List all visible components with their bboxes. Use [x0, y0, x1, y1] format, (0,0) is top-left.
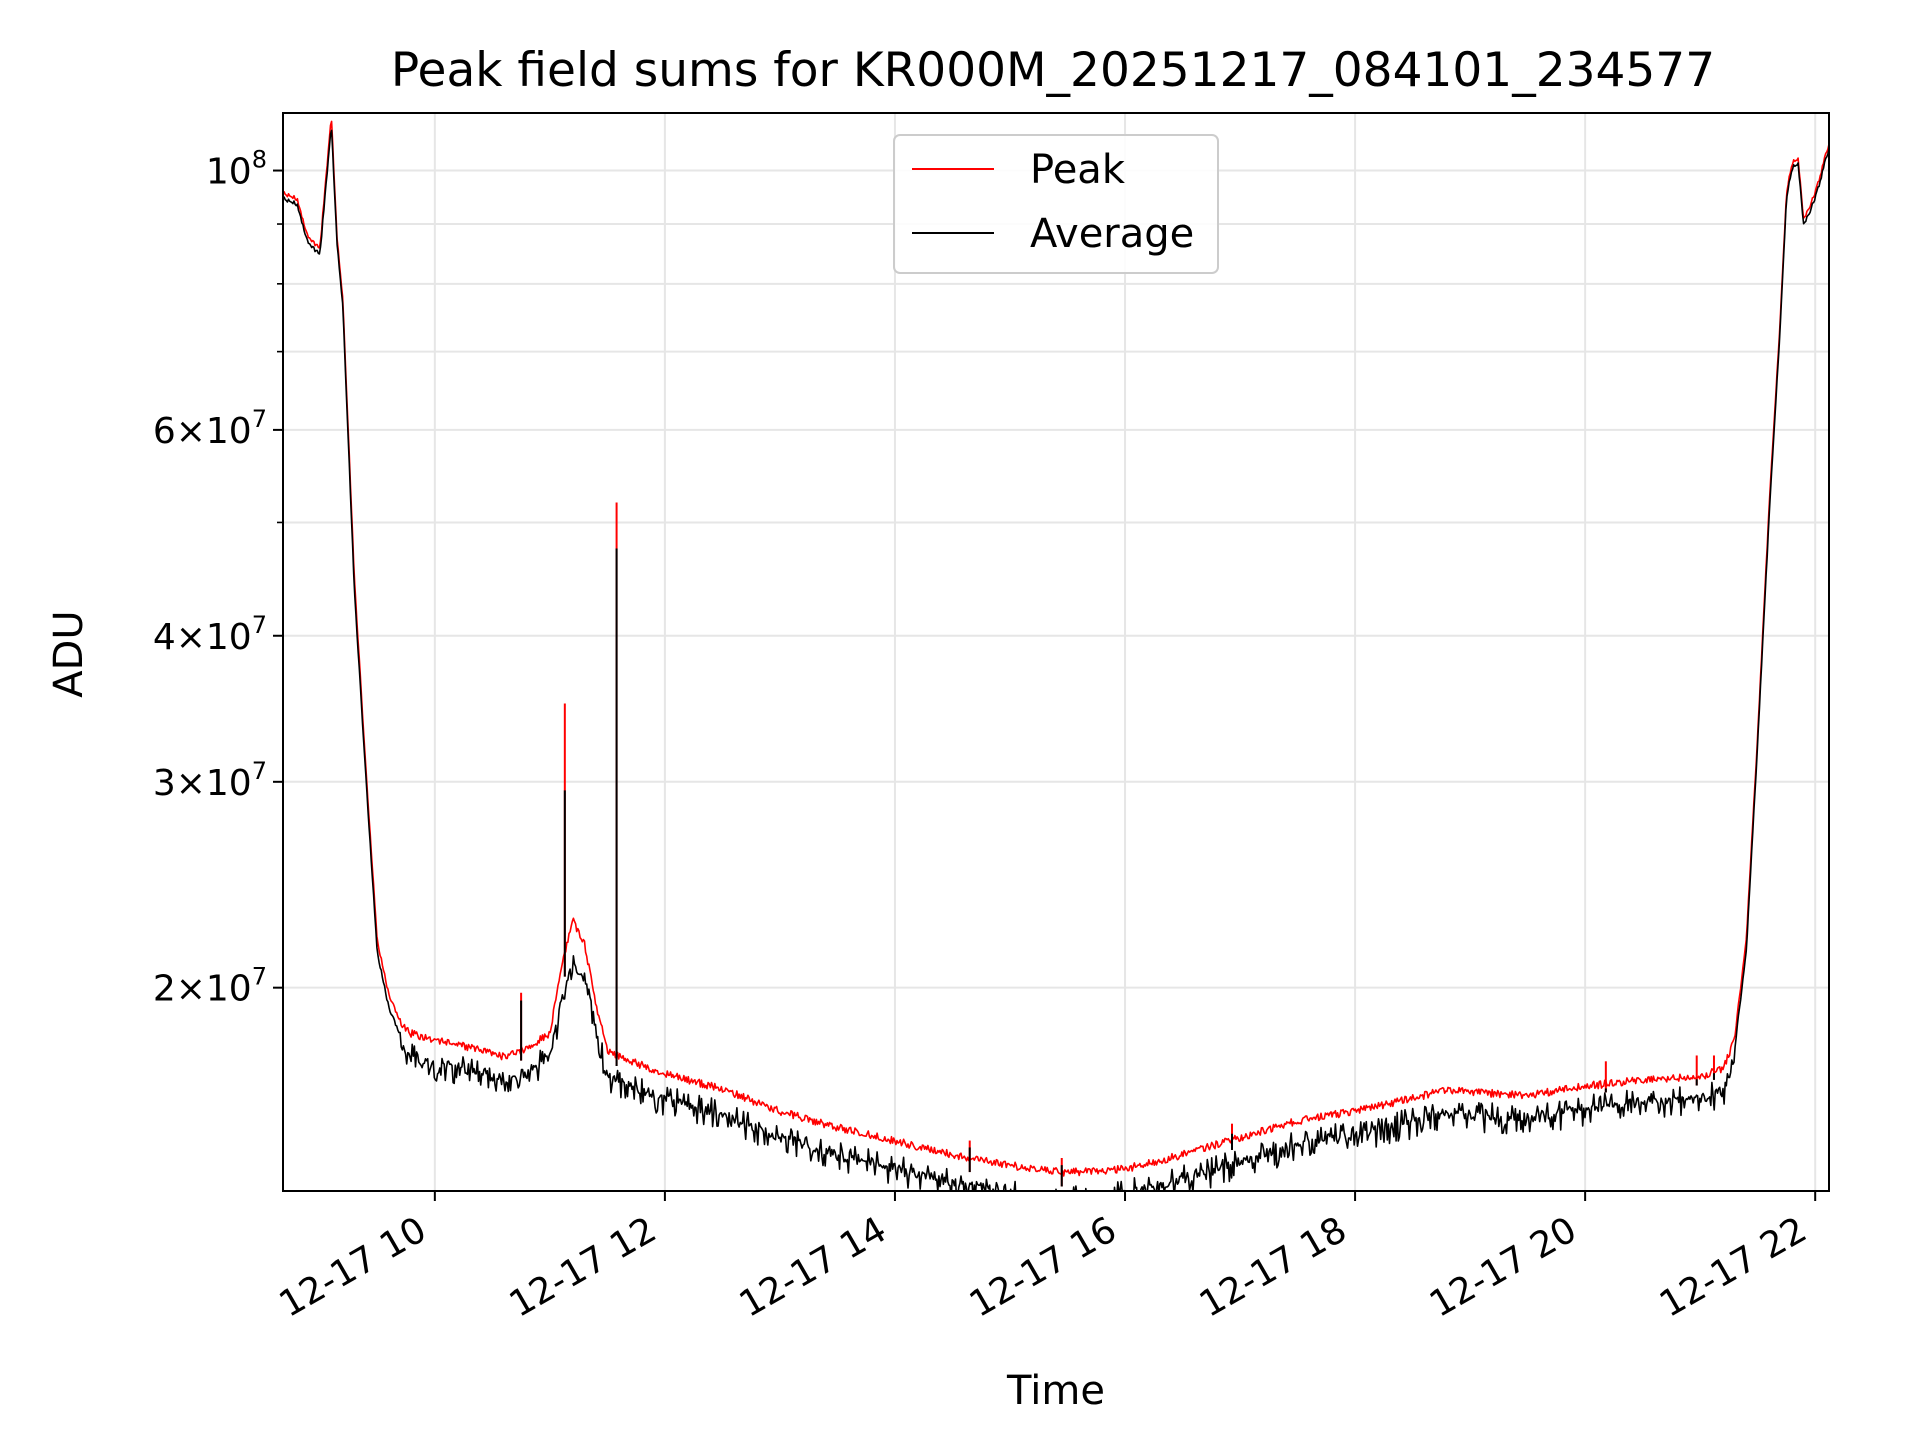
y-tick-label: 3×107 [153, 757, 267, 804]
y-tick-label: 108 [206, 146, 267, 193]
legend: Peak Average [893, 134, 1219, 274]
y-tick-label: 4×107 [153, 611, 267, 658]
plot-clip-group [283, 120, 1829, 1191]
y-tick-label: 6×107 [153, 405, 267, 452]
y-axis-label: ADU [46, 610, 92, 697]
y-axis-ticks: 108 6×107 4×107 3×107 2×107 [153, 146, 283, 1010]
grid-layer [283, 113, 1829, 1191]
x-axis-label: Time [1006, 1368, 1105, 1414]
legend-peak-label: Peak [1030, 147, 1126, 193]
average-series-line [283, 129, 1829, 1191]
series-layer [283, 120, 1829, 1191]
chart-title: Peak field sums for KR000M_20251217_0841… [391, 43, 1715, 98]
axes-frame [282, 112, 1830, 1192]
peak-series-line [283, 120, 1829, 1177]
plot-area [283, 113, 1829, 1191]
y-tick-label: 2×107 [153, 963, 267, 1010]
legend-average-label: Average [1030, 211, 1194, 257]
